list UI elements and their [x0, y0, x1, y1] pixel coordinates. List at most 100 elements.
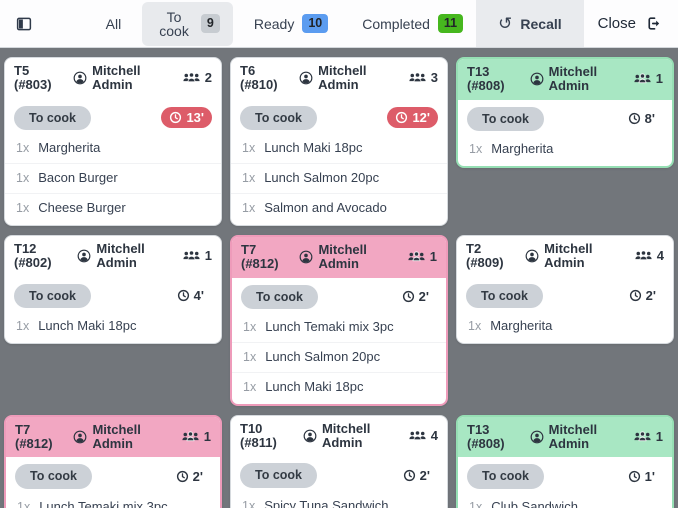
filter-tab[interactable]: To cook 9	[142, 1, 233, 46]
order-card-header: T10 (#811) Mitchell Admin 4	[231, 416, 447, 457]
user-circle-icon	[74, 430, 87, 444]
user-name: Mitchell Admin	[544, 240, 593, 271]
guests-icon	[182, 431, 199, 442]
guest-counter: 2	[183, 70, 212, 85]
order-items: 1x Spicy Tuna Sandwich 1x Vegetarian 1x …	[231, 492, 447, 508]
timer-value: 2'	[645, 288, 656, 304]
order-card[interactable]: T2 (#809) Mitchell Admin 4	[456, 234, 674, 344]
order-card[interactable]: T7 (#812) Mitchell Admin 1	[4, 414, 222, 508]
order-item[interactable]: 1x Lunch Salmon 20pc	[232, 341, 446, 372]
order-item[interactable]: 1x Lunch Maki 18pc	[5, 312, 221, 341]
order-card-header: T2 (#809) Mitchell Admin 4	[457, 236, 673, 277]
order-item[interactable]: 1x Margherita	[5, 134, 221, 163]
order-item[interactable]: 1x Lunch Maki 18pc	[231, 134, 447, 163]
table-label: T13 (#808)	[467, 421, 505, 452]
order-item[interactable]: 1x Club Sandwich	[458, 493, 672, 508]
order-item[interactable]: 1x Salmon and Avocado	[231, 192, 447, 223]
status-pill[interactable]: To cook	[467, 106, 544, 132]
tab-count-badge: 9	[200, 14, 220, 33]
recall-label: Recall	[520, 15, 562, 32]
table-label: T5 (#803)	[14, 63, 52, 93]
guest-counter: 1	[408, 249, 437, 264]
status-pill[interactable]: To cook	[467, 464, 544, 489]
user-name: Mitchell Admin	[92, 63, 141, 93]
item-qty: 1x	[16, 171, 30, 186]
table-label: T7 (#812)	[241, 241, 279, 272]
status-pill[interactable]: To cook	[240, 105, 317, 131]
filter-tab[interactable]: Ready 10	[241, 6, 341, 41]
status-row: To cook 2'	[6, 457, 220, 493]
order-item[interactable]: 1x Lunch Maki 18pc	[232, 371, 446, 402]
tab-label: To cook	[159, 8, 189, 39]
order-card[interactable]: T12 (#802) Mitchell Admin 1	[4, 234, 222, 344]
user-circle-icon	[73, 71, 87, 85]
order-user: Mitchell Admin	[299, 63, 402, 93]
status-pill[interactable]: To cook	[241, 284, 318, 309]
clock-icon	[177, 290, 189, 302]
timer-value: 8'	[644, 111, 655, 127]
order-item[interactable]: 1x Lunch Temaki mix 3pc	[6, 493, 220, 508]
tab-count-badge: 10	[302, 14, 329, 33]
item-qty: 1x	[16, 141, 30, 156]
filter-tab[interactable]: Completed 11	[349, 6, 476, 41]
close-button[interactable]: Close	[584, 0, 678, 47]
status-row: To cook 12'	[231, 99, 447, 135]
tab-label: Completed	[362, 15, 430, 32]
order-item[interactable]: 1x Spicy Tuna Sandwich	[231, 492, 447, 508]
table-label: T2 (#809)	[466, 240, 504, 271]
clock-icon	[629, 290, 641, 302]
order-item[interactable]: 1x Lunch Temaki mix 3pc	[232, 313, 446, 342]
user-name: Mitchell Admin	[548, 64, 598, 94]
status-pill[interactable]: To cook	[240, 463, 317, 488]
order-card[interactable]: T13 (#808) Mitchell Admin 1	[456, 414, 674, 508]
user-name: Mitchell Admin	[548, 421, 598, 452]
order-card[interactable]: T6 (#810) Mitchell Admin 3	[230, 57, 448, 226]
order-timer: 1'	[620, 466, 663, 487]
orders-grid: T5 (#803) Mitchell Admin 2	[0, 48, 678, 508]
filter-tab[interactable]: All	[93, 9, 135, 39]
status-pill[interactable]: To cook	[466, 283, 543, 308]
order-user: Mitchell Admin	[530, 64, 627, 94]
order-card-header: T13 (#808) Mitchell Admin 1	[458, 416, 672, 458]
item-name: Margherita	[491, 141, 554, 157]
guest-counter: 1	[634, 428, 663, 444]
order-card[interactable]: T13 (#808) Mitchell Admin 1	[456, 57, 674, 169]
order-user: Mitchell Admin	[77, 241, 175, 271]
status-pill[interactable]: To cook	[14, 283, 91, 308]
sidebar-toggle-button[interactable]	[0, 0, 49, 47]
user-circle-icon	[300, 250, 313, 264]
order-item[interactable]: 1x Bacon Burger	[5, 163, 221, 193]
order-item[interactable]: 1x Margherita	[457, 312, 673, 341]
guest-count: 4	[430, 427, 438, 443]
user-circle-icon	[299, 71, 313, 85]
order-user: Mitchell Admin	[299, 242, 400, 272]
user-circle-icon	[530, 72, 544, 86]
order-timer: 2'	[394, 286, 437, 307]
order-item[interactable]: 1x Margherita	[458, 135, 672, 164]
status-pill[interactable]: To cook	[14, 105, 91, 131]
item-name: Bacon Burger	[38, 170, 118, 186]
order-card[interactable]: T7 (#812) Mitchell Admin 1	[230, 234, 448, 406]
clock-icon	[628, 113, 640, 125]
order-item[interactable]: 1x Cheese Burger	[5, 192, 221, 223]
item-qty: 1x	[17, 500, 31, 508]
item-name: Lunch Temaki mix 3pc	[265, 319, 394, 334]
order-items: 1x Lunch Temaki mix 3pc 1x Lunch Salmon …	[6, 493, 220, 508]
order-card[interactable]: T5 (#803) Mitchell Admin 2	[4, 57, 222, 226]
guest-count: 3	[430, 70, 438, 86]
timer-value: 2'	[192, 469, 203, 485]
order-user: Mitchell Admin	[73, 422, 174, 452]
status-pill[interactable]: To cook	[15, 464, 92, 489]
order-items: 1x Lunch Temaki mix 3pc 1x Lunch Salmon …	[232, 313, 446, 404]
item-name: Spicy Tuna Sandwich	[264, 497, 389, 508]
timer-value: 2'	[419, 468, 430, 484]
filter-tabs: All To cook 9 Ready 10 Completed 11	[93, 0, 476, 47]
item-qty: 1x	[242, 171, 256, 186]
item-qty: 1x	[242, 141, 256, 156]
order-card[interactable]: T10 (#811) Mitchell Admin 4	[230, 414, 448, 508]
order-item[interactable]: 1x Lunch Salmon 20pc	[231, 163, 447, 193]
recall-button[interactable]: ↺ Recall	[476, 0, 584, 47]
guests-icon	[408, 251, 425, 262]
guest-counter: 4	[409, 427, 438, 443]
guest-count: 1	[655, 428, 663, 444]
